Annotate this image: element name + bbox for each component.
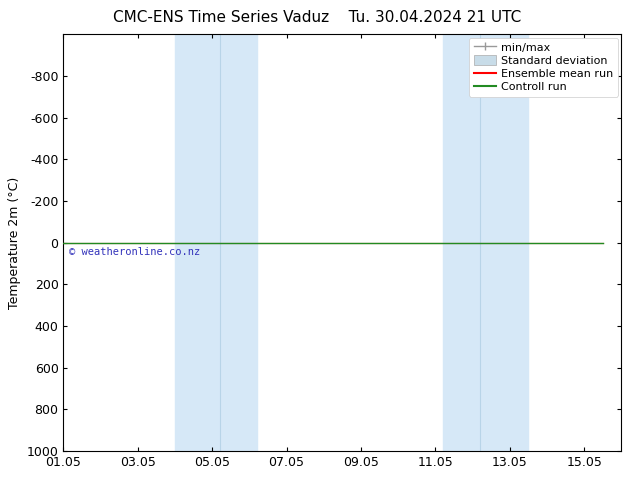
Legend: min/max, Standard deviation, Ensemble mean run, Controll run: min/max, Standard deviation, Ensemble me… <box>469 38 618 97</box>
Bar <box>175 34 219 451</box>
Bar <box>443 34 480 451</box>
Text: CMC-ENS Time Series Vaduz    Tu. 30.04.2024 21 UTC: CMC-ENS Time Series Vaduz Tu. 30.04.2024… <box>113 10 521 25</box>
Text: © weatheronline.co.nz: © weatheronline.co.nz <box>69 246 200 257</box>
Bar <box>480 34 528 451</box>
Y-axis label: Temperature 2m (°C): Temperature 2m (°C) <box>8 176 21 309</box>
Bar <box>219 34 257 451</box>
